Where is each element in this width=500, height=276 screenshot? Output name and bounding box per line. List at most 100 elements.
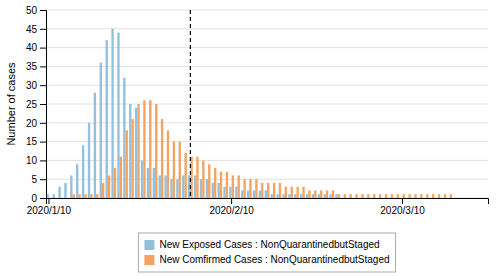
bar — [135, 108, 137, 198]
bar — [276, 194, 278, 198]
bar — [196, 157, 198, 198]
bar — [120, 157, 122, 198]
bar — [377, 198, 379, 199]
bar — [220, 172, 222, 198]
bar — [173, 142, 175, 198]
bar — [397, 194, 399, 198]
legend-item: New Comfirmed Cases : NonQuarantinedbutS… — [144, 254, 389, 265]
bar — [383, 198, 385, 199]
bar — [61, 198, 63, 199]
bar — [430, 198, 432, 199]
y-tick-label: 25 — [26, 99, 38, 110]
y-tick: 35 — [26, 61, 46, 72]
bar — [424, 198, 426, 199]
bar — [332, 190, 334, 198]
bar — [49, 198, 51, 199]
bar — [111, 29, 113, 198]
y-tick-mark — [40, 10, 46, 11]
legend: New Exposed Cases : NonQuarantinedbutSta… — [138, 233, 395, 272]
bar — [359, 198, 361, 199]
y-tick-label: 20 — [26, 118, 38, 129]
grid-line — [46, 10, 488, 11]
bar — [100, 63, 102, 198]
bar — [406, 198, 408, 199]
bar — [347, 198, 349, 199]
x-tick: 2020/3/10 — [380, 198, 425, 216]
bar — [326, 190, 328, 198]
bar — [202, 160, 204, 198]
y-tick: 10 — [26, 155, 46, 166]
bar — [167, 130, 169, 198]
bar — [291, 187, 293, 198]
bar — [253, 190, 255, 198]
bar — [184, 153, 186, 198]
legend-swatch — [144, 240, 154, 250]
bar — [465, 198, 467, 199]
bar — [232, 175, 234, 198]
bar — [194, 175, 196, 198]
plot: 2020/1/102020/2/102020/3/100510152025303… — [26, 5, 489, 216]
x-tick-mark — [402, 198, 403, 204]
y-axis: 05101520253035404550 — [26, 5, 47, 204]
bar — [271, 194, 273, 198]
bar — [353, 198, 355, 199]
bar — [70, 175, 72, 198]
bar — [149, 100, 151, 198]
y-tick-mark — [40, 179, 46, 180]
bar — [456, 198, 458, 199]
bar — [137, 104, 139, 198]
bar — [64, 183, 66, 198]
bar — [400, 198, 402, 199]
bar — [129, 104, 131, 198]
bar — [288, 194, 290, 198]
bar — [108, 175, 110, 198]
bar — [259, 190, 261, 198]
x-tick: 2020/2/10 — [209, 198, 254, 216]
bar — [249, 179, 251, 198]
legend-item: New Exposed Cases : NonQuarantinedbutSta… — [144, 239, 379, 250]
bar — [226, 172, 228, 198]
bar — [373, 194, 375, 198]
bar — [176, 179, 178, 198]
y-tick-label: 5 — [31, 174, 37, 185]
y-tick-mark — [40, 104, 46, 105]
bar — [355, 194, 357, 198]
bar-series — [47, 29, 338, 198]
bar — [106, 40, 108, 198]
bar — [229, 187, 231, 198]
bar — [117, 33, 119, 198]
bar — [479, 198, 481, 199]
bar — [453, 198, 455, 199]
bar — [371, 198, 373, 199]
bar — [471, 198, 473, 199]
bar — [441, 198, 443, 199]
y-tick: 50 — [26, 5, 46, 16]
bar — [412, 198, 414, 199]
bar — [143, 100, 145, 198]
bar — [461, 198, 463, 199]
bar — [379, 194, 381, 198]
bar — [153, 168, 155, 198]
bar — [131, 119, 133, 198]
bar — [408, 194, 410, 198]
bar — [58, 187, 60, 198]
bar — [282, 194, 284, 198]
bar — [88, 123, 90, 198]
bar — [344, 194, 346, 198]
bar — [208, 164, 210, 198]
bar — [94, 93, 96, 198]
bar — [302, 187, 304, 198]
bar — [214, 168, 216, 198]
bar — [76, 164, 78, 198]
bar — [477, 198, 479, 199]
bar — [90, 194, 92, 198]
bar — [114, 168, 116, 198]
y-tick-mark — [40, 48, 46, 49]
bar — [261, 183, 263, 198]
x-axis-line — [47, 199, 489, 205]
bar — [200, 179, 202, 198]
bar — [78, 194, 80, 198]
bar — [308, 190, 310, 198]
bar — [329, 194, 331, 198]
bar — [341, 198, 343, 199]
